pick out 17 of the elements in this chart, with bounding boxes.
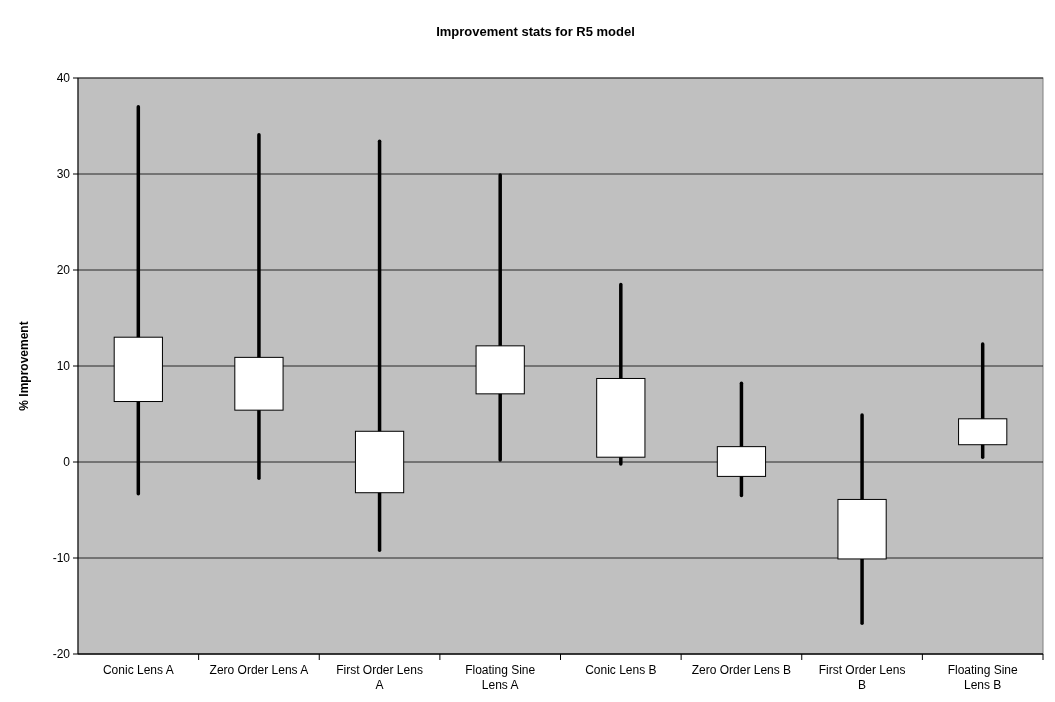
y-tick-label: 20 [56, 263, 71, 278]
x-tick-label: Zero Order Lens A [209, 663, 309, 677]
y-tick-label: 30 [56, 167, 71, 182]
y-tick-label: 40 [56, 71, 71, 86]
x-tick-label: First Order Lens A [336, 663, 423, 692]
y-tick-label: 10 [56, 359, 71, 374]
x-tick-label: Zero Order Lens B [691, 663, 792, 677]
y-tick-label: -10 [52, 551, 71, 566]
y-axis-title: % Improvement [17, 321, 31, 411]
x-tick-label: Conic Lens A [102, 663, 174, 677]
x-tick-label: Floating Sine Lens B [947, 663, 1019, 692]
y-tick-label: 0 [63, 455, 71, 470]
x-tick-label: Conic Lens B [585, 663, 657, 677]
x-tick-label: First Order Lens B [818, 663, 906, 692]
chart-title: Improvement stats for R5 model [436, 24, 635, 39]
y-tick-label: -20 [52, 647, 71, 662]
x-tick-label: Floating Sine Lens A [465, 663, 536, 692]
